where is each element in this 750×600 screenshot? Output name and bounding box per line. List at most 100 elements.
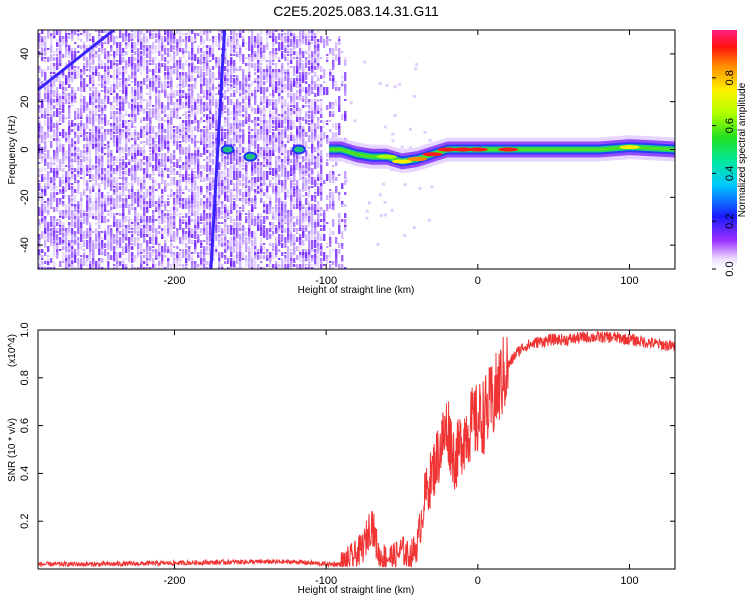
noise-cell [299,264,302,269]
noise-cell [329,105,332,109]
noise-cell [56,159,59,163]
noise-cell [41,177,44,182]
noise-cell [113,99,116,103]
noise-cell [158,81,161,88]
noise-cell [173,198,176,205]
colorbar-label: Normalized spectral amplitude [737,82,748,217]
noise-cell [260,213,263,218]
noise-cell [74,255,77,263]
noise-cell [302,51,305,58]
noise-cell [293,189,296,191]
noise-cell [56,222,59,226]
noise-cell [38,54,41,57]
noise-cell [224,234,227,238]
noise-cell [170,177,173,186]
noise-cell [293,36,296,44]
spectrogram-x-tick-label: -200 [163,275,185,287]
noise-cell [215,219,218,222]
noise-cell [56,129,59,133]
noise-cell [230,60,233,66]
noise-cell [149,267,152,269]
noise-cell [158,78,161,80]
noise-cell [296,57,299,59]
noise-cell [278,123,281,128]
noise-cell [248,105,251,108]
noise-cell [89,54,92,58]
noise-cell [245,174,248,176]
colorbar-tick-label: 0.4 [724,166,736,181]
noise-cell [179,60,182,69]
noise-cell [95,147,98,150]
noise-cell [197,189,200,194]
noise-cell [164,186,167,192]
noise-cell [167,168,170,172]
noise-cell [293,171,296,174]
noise-cell [140,117,143,121]
noise-cell [128,231,131,233]
noise-cell [191,126,194,135]
noise-cell [257,192,260,194]
noise-cell [341,204,344,207]
noise-cell [206,129,209,132]
noise-cell [119,138,122,144]
noise-cell [86,60,89,68]
noise-cell [128,162,131,165]
noise-cell [149,252,152,261]
noise-cell [242,231,245,233]
noise-cell [53,207,56,212]
noise-cell [206,114,209,119]
noise-cell [224,120,227,127]
spectrogram-y-label: Frequency (Hz) [7,116,18,185]
noise-stripe [283,30,285,269]
noise-cell [275,66,278,69]
noise-cell [62,222,65,225]
noise-cell [320,207,323,210]
noise-cell [338,249,341,254]
noise-cell [200,201,203,206]
noise-cell [101,147,104,156]
noise-cell [218,162,221,170]
noise-cell [149,165,152,167]
noise-cell [428,138,432,142]
noise-cell [47,210,50,213]
noise-cell [293,222,296,227]
noise-cell [314,198,317,202]
noise-cell [251,45,254,48]
noise-cell [332,180,335,183]
noise-cell [293,72,296,76]
noise-cell [275,228,278,233]
noise-cell [50,204,53,207]
noise-cell [254,177,257,183]
noise-cell [86,246,89,249]
noise-cell [95,93,98,100]
noise-cell [53,198,56,202]
noise-cell [38,117,41,119]
noise-cell [209,171,212,175]
noise-cell [179,219,182,224]
noise-cell [278,96,281,102]
noise-cell [230,138,233,144]
noise-cell [260,57,263,59]
noise-cell [161,129,164,138]
noise-cell [38,42,41,49]
noise-cell [224,261,227,264]
noise-cell [143,249,146,252]
noise-cell [275,120,278,129]
noise-cell [239,267,242,269]
noise-cell [191,228,194,236]
noise-cell [242,180,245,182]
noise-cell [44,108,47,112]
colorbar-tick-label: 0.6 [724,118,736,133]
noise-cell [47,48,50,50]
noise-cell [206,189,209,192]
noise-cell [53,219,56,223]
noise-cell [206,261,209,265]
noise-cell [194,117,197,122]
noise-cell [299,192,302,194]
noise-cell [53,192,56,201]
noise-cell [41,192,44,200]
noise-cell [314,48,317,52]
noise-cell [206,198,209,203]
noise-cell [95,210,98,218]
noise-cell [143,267,146,269]
